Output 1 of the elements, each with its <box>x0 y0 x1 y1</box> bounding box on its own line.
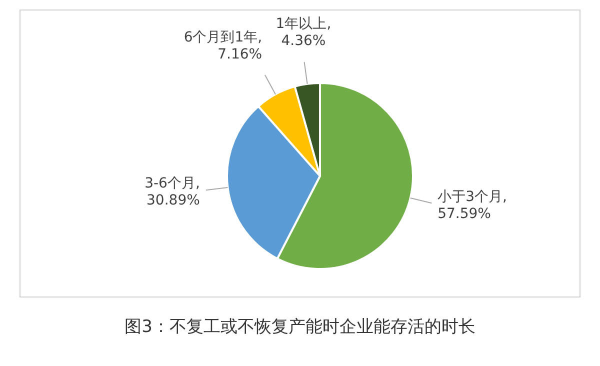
text: 图3：不复工或不恢复产能时企业能存活的时长 <box>124 317 476 337</box>
